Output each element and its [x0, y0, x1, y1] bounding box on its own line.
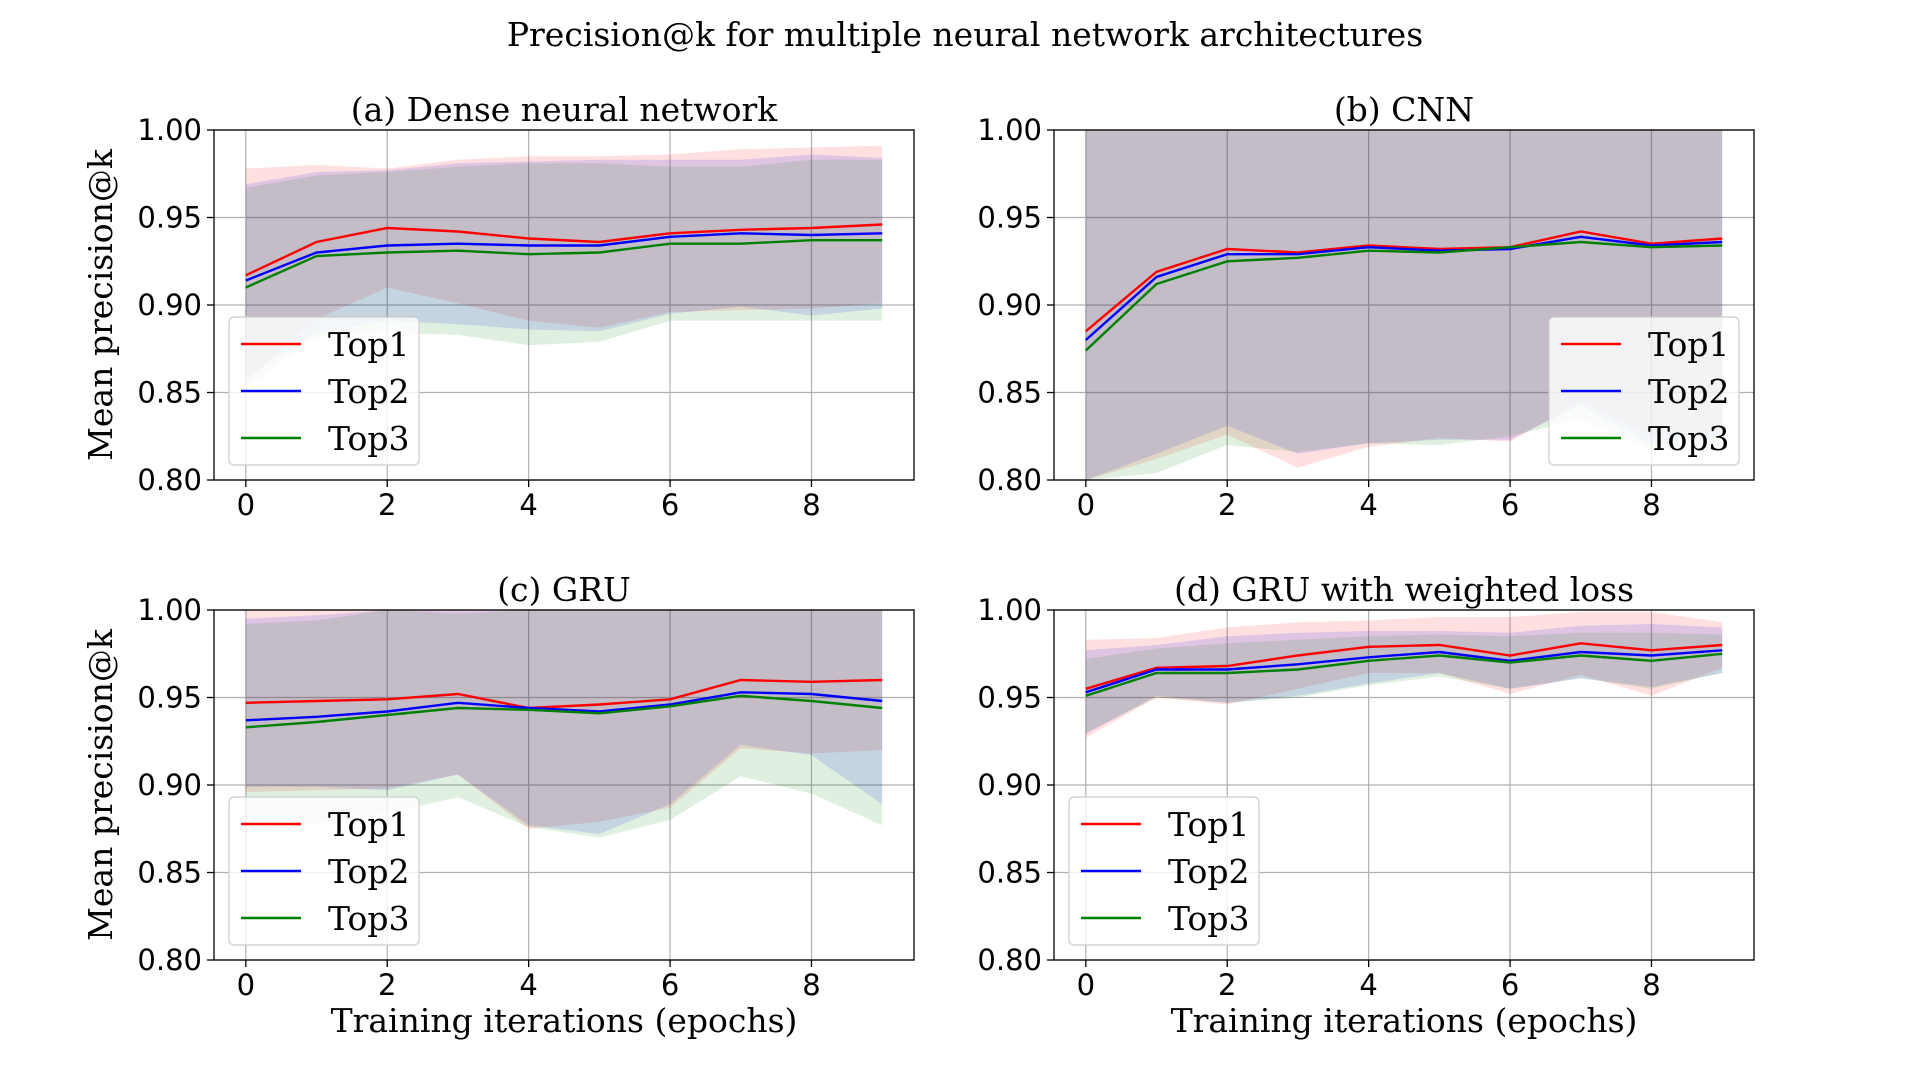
panel-1-ytick-label: 0.90: [137, 288, 202, 322]
panel-2-xtick-label: 4: [1359, 488, 1377, 522]
panel-4-axes: 0 2 4 6 8 0.80 0.85 0.90 0.95 1.00 (d) GRU with we…: [977, 570, 1754, 1040]
panel-4-xtick-label: 0: [1077, 968, 1095, 1002]
panel-4-legend-label-top2: Top2: [1168, 852, 1249, 891]
panel-2-xtick-label: 6: [1501, 488, 1519, 522]
panel-3-ytick-label: 0.80: [137, 943, 202, 977]
panel-2-title: (b) CNN: [1334, 90, 1474, 129]
panel-2-ytick-label: 1.00: [977, 113, 1042, 147]
panel-1-legend-label-top2: Top2: [328, 372, 409, 411]
panel-3-title: (c) GRU: [497, 570, 631, 609]
panel-4-ytick-label: 0.80: [977, 943, 1042, 977]
panel-1-ytick-label: 0.85: [137, 376, 202, 410]
panel-1-ytick-label: 0.80: [137, 463, 202, 497]
panel-3-legend: Top1 Top2 Top3: [229, 797, 419, 945]
panel-1-axes: 0 2 4 6 8 0.80 0.85 0.90 0.95 1.00 (a) Dense neura…: [81, 90, 914, 522]
figure-title: Precision@k for multiple neural network …: [507, 15, 1423, 54]
panel-2-ytick-label: 0.90: [977, 288, 1042, 322]
panel-2-ytick-label: 0.95: [977, 201, 1042, 235]
panel-4-legend-label-top1: Top1: [1168, 805, 1249, 844]
panel-2-legend-label-top3: Top3: [1648, 419, 1729, 458]
panel-4-xtick-label: 2: [1218, 968, 1236, 1002]
panel-2-legend-label-top1: Top1: [1648, 325, 1729, 364]
panel-2-xtick-label: 0: [1077, 488, 1095, 522]
panel-3-ytick-label: 0.95: [137, 681, 202, 715]
panel-3-ytick-label: 1.00: [137, 593, 202, 627]
panel-1-legend: Top1 Top2 Top3: [229, 317, 419, 465]
panel-2-xtick-label: 2: [1218, 488, 1236, 522]
panel-3-xtick-label: 4: [519, 968, 537, 1002]
panel-3-ylabel: Mean precision@k: [81, 628, 120, 941]
panel-3-legend-label-top2: Top2: [328, 852, 409, 891]
panel-4-xtick-label: 8: [1642, 968, 1660, 1002]
panel-4-xlabel: Training iterations (epochs): [1171, 1001, 1638, 1040]
panel-4-legend-label-top3: Top3: [1168, 899, 1249, 938]
panel-2-axes: 0 2 4 6 8 0.80 0.85 0.90 0.95 1.00 (b) CNN Top1 Top2…: [977, 90, 1754, 522]
panel-1-xtick-label: 4: [519, 488, 537, 522]
panel-4-ytick-label: 0.95: [977, 681, 1042, 715]
panel-3-axes: 0 2 4 6 8 0.80 0.85 0.90 0.95 1.00 (c) GRU Training…: [81, 570, 914, 1040]
panel-4-ytick-label: 1.00: [977, 593, 1042, 627]
panel-3-xtick-label: 8: [802, 968, 820, 1002]
panel-4-legend: Top1 Top2 Top3: [1069, 797, 1259, 945]
panel-1-ylabel: Mean precision@k: [81, 148, 120, 461]
panel-3-xtick-label: 2: [378, 968, 396, 1002]
panel-1-ytick-label: 1.00: [137, 113, 202, 147]
panel-2-legend: Top1 Top2 Top3: [1549, 317, 1739, 465]
panel-2-ytick-label: 0.85: [977, 376, 1042, 410]
panel-3-ytick-label: 0.90: [137, 768, 202, 802]
panel-4-xtick-label: 6: [1501, 968, 1519, 1002]
panel-2-legend-label-top2: Top2: [1648, 372, 1729, 411]
panel-3-legend-label-top1: Top1: [328, 805, 409, 844]
panel-1-legend-label-top3: Top3: [328, 419, 409, 458]
panel-2-xtick-label: 8: [1642, 488, 1660, 522]
panel-1-legend-label-top1: Top1: [328, 325, 409, 364]
panel-1-xtick-label: 6: [661, 488, 679, 522]
panel-4-xtick-label: 4: [1359, 968, 1377, 1002]
panel-1-xtick-label: 2: [378, 488, 396, 522]
panel-2-ytick-label: 0.80: [977, 463, 1042, 497]
panel-1-xtick-label: 8: [802, 488, 820, 522]
panel-4-ytick-label: 0.85: [977, 856, 1042, 890]
panel-1-ytick-label: 0.95: [137, 201, 202, 235]
panel-3-ytick-label: 0.85: [137, 856, 202, 890]
panel-4-ytick-label: 0.90: [977, 768, 1042, 802]
panel-1-title: (a) Dense neural network: [351, 90, 779, 129]
panel-4-title: (d) GRU with weighted loss: [1174, 570, 1634, 609]
panel-3-xlabel: Training iterations (epochs): [331, 1001, 798, 1040]
panel-1-xtick-label: 0: [237, 488, 255, 522]
panel-3-legend-label-top3: Top3: [328, 899, 409, 938]
panel-3-xtick-label: 0: [237, 968, 255, 1002]
panel-4-plot-area: [1086, 612, 1722, 738]
panel-3-xtick-label: 6: [661, 968, 679, 1002]
